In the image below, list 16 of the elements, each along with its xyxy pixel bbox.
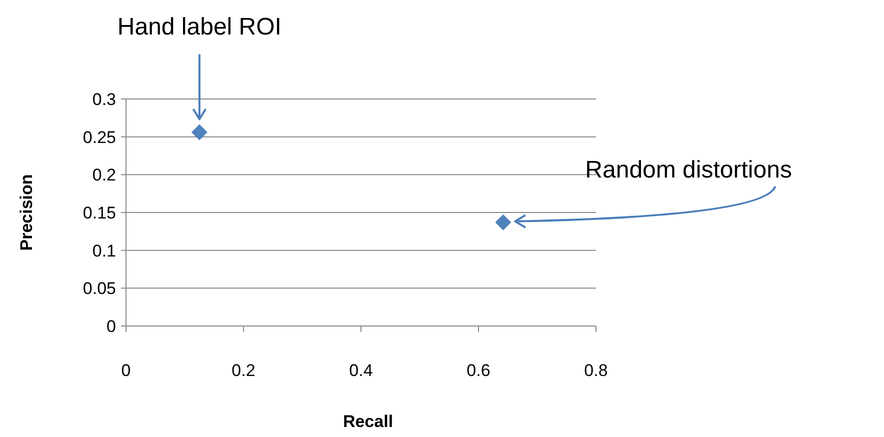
y-axis-title: Precision [17, 174, 36, 251]
x-axis-title: Recall [342, 412, 394, 431]
y-tick-label: 0.3 [92, 90, 116, 109]
x-tick-label: 0.4 [349, 361, 373, 380]
x-tick-label: 0.8 [584, 361, 608, 380]
y-tick-label: 0.1 [92, 241, 116, 260]
y-tick-label: 0.05 [82, 279, 116, 298]
y-tick-label: 0.25 [82, 128, 116, 147]
y-tick-label: 0.2 [92, 166, 116, 185]
y-tick-label: 0.15 [82, 203, 116, 222]
x-tick-label: 0.2 [232, 361, 256, 380]
y-tick-label: 0 [106, 316, 116, 336]
annotation: Random distortions [585, 156, 792, 184]
text: Hand label ROI [117, 13, 282, 40]
x-tick-label: 0 [121, 361, 131, 380]
x-tick-label: 0.6 [466, 361, 490, 380]
